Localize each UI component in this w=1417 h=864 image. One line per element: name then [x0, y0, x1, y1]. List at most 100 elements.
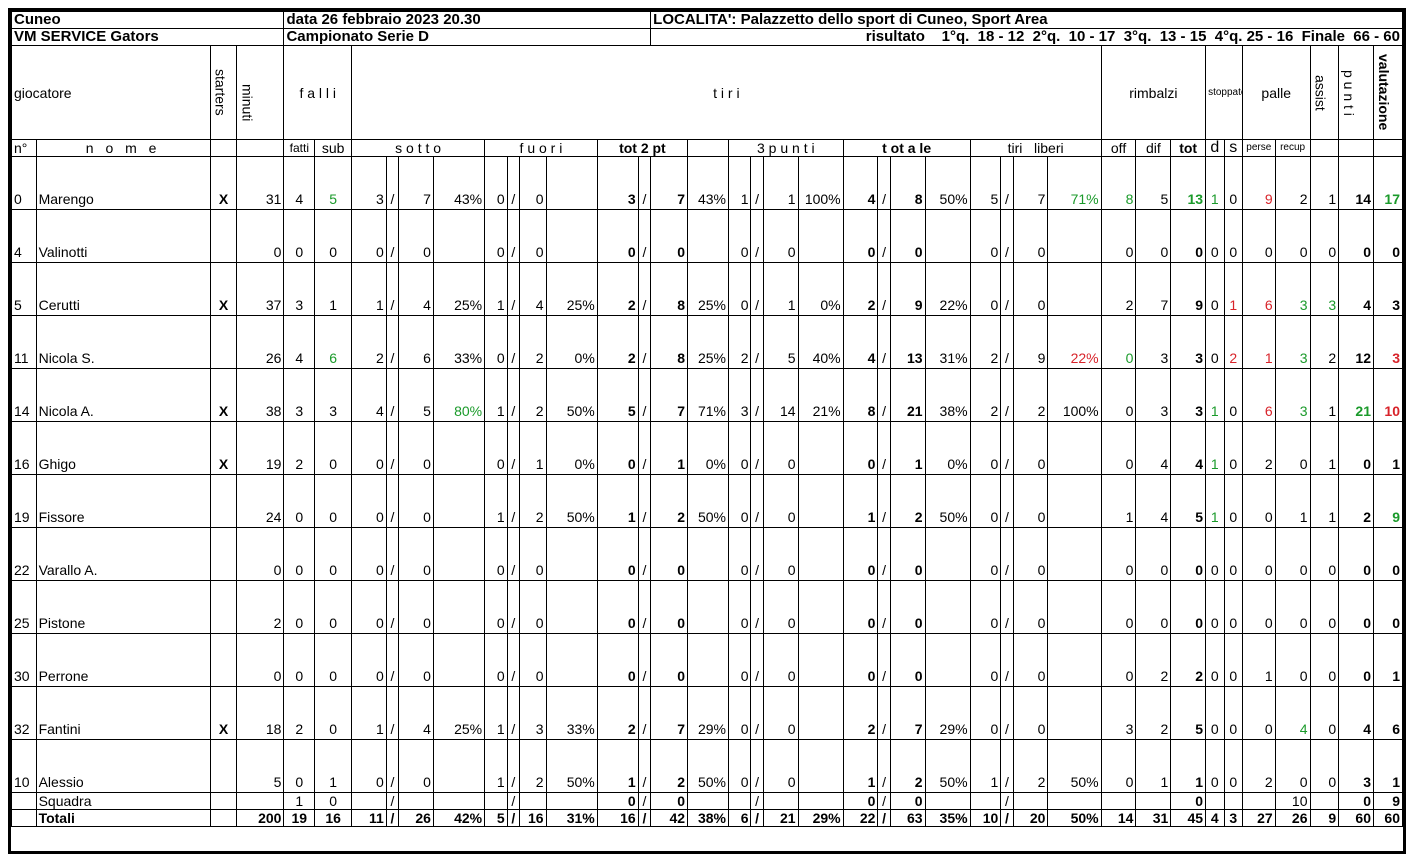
squadra-recup: 10 [1274, 792, 1311, 810]
player-tt-a: 0 [889, 209, 926, 263]
player-sub: 1 [314, 262, 353, 316]
player-tl-p [1047, 633, 1102, 687]
player-perse: 6 [1241, 262, 1276, 316]
player-t3-p [797, 739, 844, 793]
player-tl-a: 0 [1012, 209, 1049, 263]
slash: / [506, 209, 520, 263]
player-t2-p: 25% [687, 315, 729, 369]
player-f-p: 0% [545, 421, 598, 475]
player-s-m: 0 [351, 209, 387, 263]
player-recup: 2 [1274, 156, 1311, 210]
player-t2-m: 0 [596, 633, 639, 687]
player-t3-m: 0 [727, 474, 752, 528]
player-s-a: 4 [398, 686, 434, 740]
totali-t3-made: 6 [727, 809, 752, 827]
slash: / [877, 580, 891, 634]
player-perse: 0 [1241, 686, 1276, 740]
player-s-p: 43% [432, 156, 486, 210]
player-tl-m: 0 [969, 209, 1002, 263]
player-f-m: 0 [484, 527, 508, 581]
player-t2-a: 7 [650, 156, 689, 210]
player-sub: 0 [314, 474, 353, 528]
player-perse: 0 [1241, 580, 1276, 634]
player-row: 4 Valinotti 0 0 0 0/0 0/0 0/0 0/0 0/0 0/0 0 0 0 0 0 0 0 0 0… [11, 209, 1404, 263]
totali-recup: 26 [1274, 809, 1311, 827]
player-s-a: 0 [398, 633, 434, 687]
slash: / [385, 792, 400, 810]
player-t3-m: 3 [727, 368, 752, 422]
player-recup: 0 [1274, 209, 1311, 263]
slash: / [506, 315, 520, 369]
player-perse: 6 [1241, 368, 1276, 422]
player-s-m: 2 [351, 315, 387, 369]
player-t3-p [797, 686, 844, 740]
player-s-p: 25% [432, 686, 486, 740]
player-s-a: 0 [398, 421, 434, 475]
totali-t3-pct: 29% [797, 809, 844, 827]
slash: / [1000, 421, 1014, 475]
totali-t2-att: 42 [650, 809, 689, 827]
player-recup: 3 [1274, 315, 1311, 369]
player-tt-a: 7 [889, 686, 926, 740]
slash: / [637, 739, 652, 793]
player-t2-m: 5 [596, 368, 639, 422]
col-totale: t ot a le [842, 139, 971, 157]
player-tl-p: 22% [1047, 315, 1102, 369]
player-num: 19 [11, 474, 37, 528]
totali-fatti: 19 [283, 809, 316, 827]
col-fatti: fatti [283, 139, 316, 157]
slash: / [506, 421, 520, 475]
player-name: Pistone [35, 580, 211, 634]
player-off: 8 [1100, 156, 1137, 210]
player-sub: 3 [314, 368, 353, 422]
totali-d: 4 [1205, 809, 1225, 827]
player-s-a: 0 [398, 209, 434, 263]
player-t2-a: 7 [650, 686, 689, 740]
player-val: 10 [1372, 368, 1404, 422]
player-row: 11 Nicola S. 26 4 6 2/6 33% 0/2 0% 2/8 25% 2/5 40% 4/… [11, 315, 1404, 369]
player-t2-p: 29% [687, 686, 729, 740]
player-dif: 4 [1135, 421, 1172, 475]
totali-s: 3 [1223, 809, 1243, 827]
totali-row: Totali 200 19 16 11/26 42% 5/16 31% 16/42 3… [11, 809, 1404, 827]
player-f-a: 2 [518, 739, 547, 793]
player-t2-p: 71% [687, 368, 729, 422]
slash: / [637, 809, 652, 827]
player-row: 22 Varallo A. 0 0 0 0/0 0/0 0/0 0/0 0/0 0/0 0 0 0 0 0 0 0… [11, 527, 1404, 581]
col-sub: sub [314, 139, 353, 157]
slash: / [750, 527, 764, 581]
player-tl-a: 7 [1012, 156, 1049, 210]
player-off: 3 [1100, 686, 1137, 740]
player-fatti: 0 [283, 474, 316, 528]
player-d: 0 [1205, 633, 1225, 687]
player-s-m: 0 [351, 633, 387, 687]
player-punti: 14 [1338, 156, 1374, 210]
player-num: 5 [11, 262, 37, 316]
player-dif: 0 [1135, 527, 1172, 581]
player-s: 1 [1223, 262, 1243, 316]
player-f-m: 0 [484, 315, 508, 369]
player-min: 18 [236, 686, 285, 740]
player-d: 1 [1205, 474, 1225, 528]
player-tl-p [1047, 421, 1102, 475]
player-s-p: 80% [432, 368, 486, 422]
player-val: 3 [1372, 262, 1404, 316]
player-tot: 4 [1170, 421, 1207, 475]
player-t3-m: 0 [727, 262, 752, 316]
totali-t2-made: 16 [596, 809, 639, 827]
scoresheet: Cuneo data 26 febbraio 2023 20.30 LOCALI… [8, 8, 1406, 854]
player-tt-p: 38% [924, 368, 971, 422]
player-t3-p: 40% [797, 315, 844, 369]
player-row: 10 Alessio 5 0 1 0/0 1/2 50% 1/2 50% 0/0 1/2 50% 1/2 5… [11, 739, 1404, 793]
player-t2-m: 0 [596, 527, 639, 581]
col-recup: recup [1274, 139, 1311, 157]
player-f-p [545, 209, 598, 263]
player-f-p: 50% [545, 368, 598, 422]
player-tl-m: 0 [969, 633, 1002, 687]
player-assist: 2 [1309, 315, 1340, 369]
player-t2-m: 1 [596, 739, 639, 793]
player-dif: 5 [1135, 156, 1172, 210]
player-t2-p [687, 580, 729, 634]
player-tt-a: 1 [889, 421, 926, 475]
slash: / [385, 633, 400, 687]
